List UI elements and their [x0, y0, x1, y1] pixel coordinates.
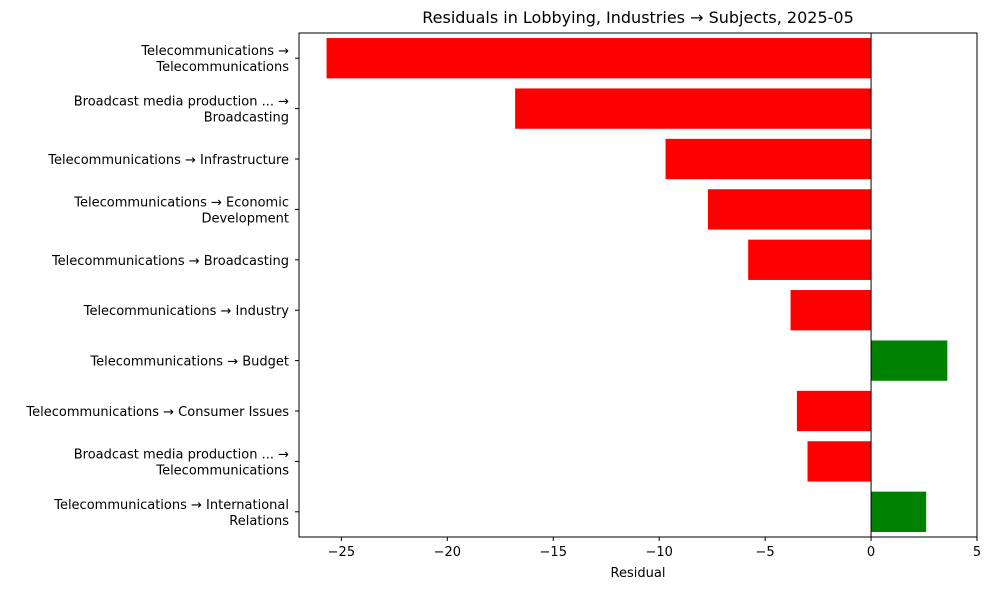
y-tick-label: Broadcast media production ... →	[74, 447, 289, 462]
y-tick-label: Telecommunications → International	[53, 498, 289, 513]
y-tick-label: Telecommunications → Budget	[89, 355, 289, 370]
y-axis-ticks: Telecommunications →TelecommunicationsBr…	[25, 44, 299, 529]
plot-frame	[298, 32, 978, 538]
x-axis-label: Residual	[611, 566, 666, 581]
chart-title: Residuals in Lobbying, Industries → Subj…	[422, 8, 854, 27]
y-tick-label: Broadcasting	[204, 111, 289, 126]
y-tick-label: Telecommunications	[155, 60, 289, 75]
x-tick-label: −5	[756, 545, 775, 560]
y-tick-label: Development	[201, 211, 289, 226]
x-tick-label: 0	[867, 545, 875, 560]
y-tick-label: Telecommunications →	[140, 44, 289, 59]
x-tick-label: −25	[328, 545, 355, 560]
bar-3	[665, 138, 872, 180]
bar-7	[871, 340, 948, 381]
bar-2	[515, 88, 872, 129]
x-tick-label: −10	[645, 545, 672, 560]
bar-9	[807, 441, 872, 482]
bars-group	[326, 38, 948, 532]
bar-1	[326, 38, 872, 79]
y-tick-label: Telecommunications → Economic	[73, 195, 289, 210]
y-tick-label: Broadcast media production ... →	[74, 95, 289, 110]
bar-6	[790, 290, 872, 331]
bar-8	[796, 390, 872, 432]
bar-10	[871, 491, 927, 532]
bar-4	[707, 189, 872, 230]
bar-5	[748, 239, 872, 280]
y-tick-label: Telecommunications	[155, 463, 289, 478]
y-tick-label: Telecommunications → Infrastructure	[47, 153, 289, 168]
x-tick-label: −15	[540, 545, 567, 560]
x-tick-label: −20	[434, 545, 461, 560]
y-tick-label: Relations	[229, 514, 289, 529]
y-tick-label: Telecommunications → Broadcasting	[51, 254, 289, 269]
x-axis-ticks: −25 −20 −15 −10 −5 0 5	[328, 537, 981, 560]
y-tick-label: Telecommunications → Consumer Issues	[25, 405, 289, 420]
y-tick-label: Telecommunications → Industry	[83, 304, 290, 319]
x-tick-label: 5	[973, 545, 981, 560]
